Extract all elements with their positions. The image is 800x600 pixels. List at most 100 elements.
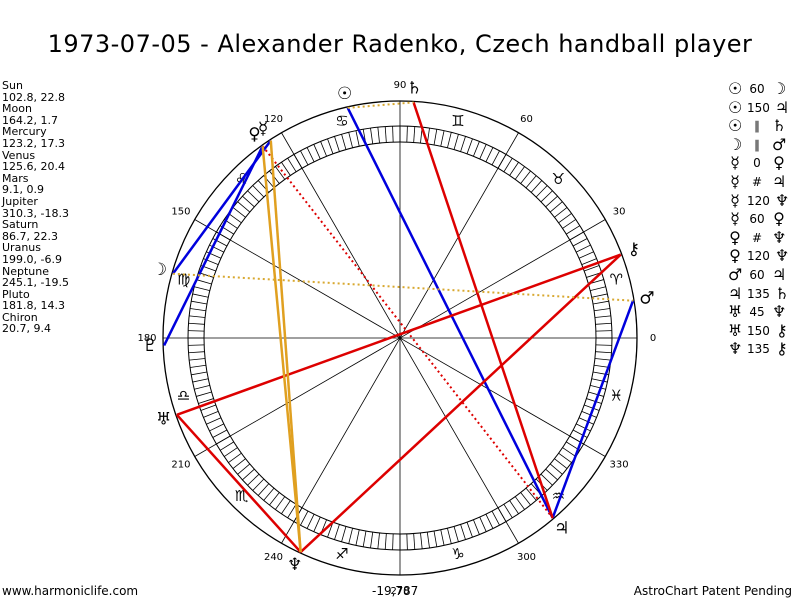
center-readout: -19,787 bbox=[372, 584, 419, 598]
degree-tick bbox=[586, 398, 602, 404]
aspect-list: ☉ 60 ☽ ☉ 150 ♃ ☉ ∥ ♄ ☽ ∥ ♂ ☿ 0 ♀ ☿ # ♃ ☿ 120 ♆ ☿ 60 ♀ ♀ # ♆ ♀ 120 ♆ ♂ 6… bbox=[728, 79, 790, 359]
degree-tick bbox=[520, 492, 531, 506]
aspect-type: ∥ bbox=[754, 119, 760, 134]
aspect-row: ☿ 120 ♆ bbox=[728, 191, 789, 211]
planet-coords: 164.2, 1.7 bbox=[2, 113, 58, 127]
degree-tick bbox=[275, 496, 286, 510]
aspect-planet-1: ☿ bbox=[730, 209, 740, 229]
zodiac-sign-icon: ♋ bbox=[335, 112, 348, 130]
degree-label: 180 bbox=[137, 333, 156, 344]
planet-glyph-icon: ☽ bbox=[152, 260, 167, 280]
aspect-type: 60 bbox=[749, 267, 765, 282]
degree-tick bbox=[281, 162, 291, 176]
aspect-planet-2: ♂ bbox=[772, 134, 787, 154]
degree-tick bbox=[509, 500, 519, 514]
degree-tick bbox=[252, 185, 265, 198]
degree-tick bbox=[348, 132, 353, 148]
planet-glyph-icon: ♄ bbox=[407, 78, 422, 98]
degree-tick bbox=[237, 463, 251, 475]
degree-tick bbox=[581, 258, 597, 265]
planet-coords: 20.7, 9.4 bbox=[2, 322, 51, 336]
degree-tick bbox=[355, 529, 360, 546]
planet-position-list: Sun 102.8, 22.8 Moon 164.2, 1.7 Mercury 123.2… bbox=[2, 80, 69, 335]
degree-tick bbox=[228, 452, 242, 463]
degree-tick bbox=[485, 147, 494, 163]
degree-tick bbox=[595, 330, 612, 332]
degree-tick bbox=[525, 175, 537, 189]
degree-tick bbox=[575, 244, 591, 253]
degree-label: 300 bbox=[517, 552, 536, 563]
degree-tick bbox=[578, 417, 594, 425]
aspect-planet-2: ♃ bbox=[774, 97, 790, 117]
planet-coords: 181.8, 14.3 bbox=[2, 299, 65, 313]
aspect-type: 60 bbox=[749, 212, 765, 227]
degree-tick bbox=[545, 195, 558, 208]
degree-tick bbox=[584, 404, 600, 411]
planet-glyph-icon: ⚷ bbox=[628, 240, 640, 260]
degree-tick bbox=[453, 526, 459, 542]
degree-tick bbox=[306, 513, 315, 529]
aspect-row: ☉ 150 ♃ bbox=[728, 97, 790, 118]
aspect-planet-2: ♄ bbox=[774, 283, 790, 303]
degree-tick bbox=[192, 293, 209, 298]
degree-label: 210 bbox=[171, 460, 190, 471]
degree-label: 60 bbox=[520, 114, 533, 125]
aspect-type: 135 bbox=[747, 342, 770, 357]
degree-tick bbox=[188, 351, 205, 354]
degree-tick bbox=[514, 496, 525, 510]
planet-name: Uranus bbox=[2, 241, 41, 255]
degree-tick bbox=[334, 524, 340, 540]
aspect-line bbox=[551, 300, 635, 519]
planet-coords: 199.0, -6.9 bbox=[2, 252, 62, 266]
degree-tick bbox=[196, 391, 212, 397]
planet-coords: 86.7, 22.3 bbox=[2, 229, 58, 243]
degree-tick bbox=[549, 201, 563, 213]
planet-glyph-icon: ♃ bbox=[554, 519, 569, 539]
degree-tick bbox=[269, 492, 280, 506]
degree-tick bbox=[558, 452, 572, 463]
aspect-planet-1: ♆ bbox=[728, 339, 743, 359]
zodiac-sign-icon: ♐ bbox=[335, 545, 348, 563]
aspect-planet-2: ⚷ bbox=[776, 339, 788, 359]
degree-tick bbox=[200, 404, 216, 411]
aspect-line bbox=[346, 107, 554, 519]
zodiac-sign-icon: ♑ bbox=[451, 545, 464, 563]
sector-line bbox=[194, 219, 606, 457]
degree-tick bbox=[590, 385, 606, 390]
aspect-planet-1: ♀ bbox=[729, 246, 741, 266]
degree-tick bbox=[232, 458, 246, 469]
degree-tick bbox=[473, 141, 480, 157]
planet-coords: 9.1, 0.9 bbox=[2, 183, 44, 197]
degree-tick bbox=[263, 487, 275, 501]
degree-tick bbox=[392, 126, 394, 143]
degree-tick bbox=[413, 533, 416, 550]
website-credit[interactable]: www.harmoniclife.com bbox=[2, 584, 139, 598]
zodiac-sign-icon: ♈ bbox=[610, 271, 623, 289]
degree-tick bbox=[530, 180, 543, 193]
degree-tick bbox=[503, 158, 513, 172]
aspect-planet-2: ⚷ bbox=[776, 320, 788, 340]
planet-glyph-icon: ☿ bbox=[258, 119, 268, 139]
degree-tick bbox=[188, 344, 205, 346]
degree-tick bbox=[247, 190, 260, 203]
aspect-planet-1: ☉ bbox=[728, 97, 743, 117]
planet-name: Chiron bbox=[2, 310, 38, 324]
degree-tick bbox=[575, 423, 591, 432]
degree-label: 150 bbox=[171, 207, 190, 218]
aspect-planet-2: ♆ bbox=[772, 227, 787, 247]
degree-tick bbox=[479, 516, 487, 532]
planet-name: Saturn bbox=[2, 218, 39, 232]
aspect-row: ☿ 60 ♀ bbox=[728, 210, 789, 229]
planet-coords: 123.2, 17.3 bbox=[2, 136, 65, 150]
aspect-type: 0 bbox=[753, 156, 761, 171]
aspect-planet-1: ♀ bbox=[729, 227, 741, 247]
degree-tick bbox=[460, 136, 466, 152]
degree-tick bbox=[203, 411, 219, 418]
degree-tick bbox=[540, 473, 553, 486]
degree-tick bbox=[334, 136, 340, 152]
zodiac-sign-icon: ♉ bbox=[552, 170, 565, 188]
planet-name: Neptune bbox=[2, 264, 50, 278]
aspect-planet-1: ♂ bbox=[728, 264, 743, 284]
degree-label: 330 bbox=[610, 460, 629, 471]
